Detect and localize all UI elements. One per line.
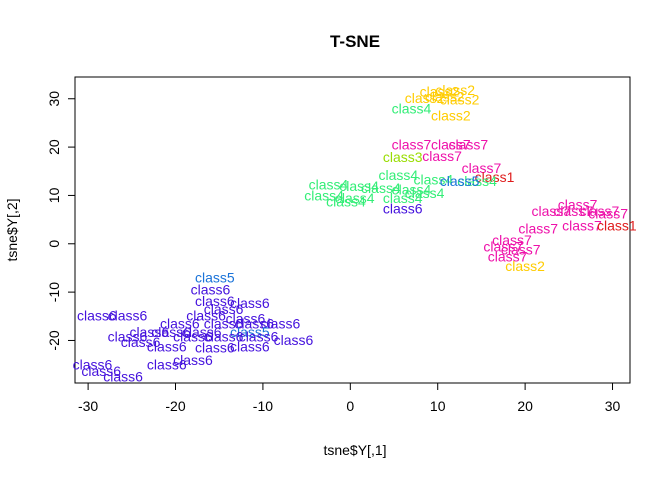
point-label-class2: class2 (505, 258, 545, 274)
point-label-class6: class6 (182, 324, 222, 340)
point-label-class6: class6 (147, 357, 187, 373)
point-label-class6: class6 (81, 363, 121, 379)
point-label-class1: class1 (475, 169, 515, 185)
point-label-class6: class6 (103, 369, 143, 385)
point-label-class7: class7 (518, 220, 558, 236)
point-label-class4: class4 (405, 185, 445, 201)
y-tick-label: 20 (46, 139, 62, 155)
point-label-class7: class7 (448, 137, 488, 153)
point-label-class2: class2 (431, 108, 471, 124)
point-label-class2: class2 (405, 90, 445, 106)
point-label-class6: class6 (151, 324, 191, 340)
point-label-class6: class6 (195, 340, 235, 356)
y-axis-label: tsne$Y[,2] (4, 198, 20, 261)
point-label-class4: class4 (335, 190, 375, 206)
y-tick-label: -20 (46, 330, 62, 350)
point-label-class6: class6 (234, 316, 274, 332)
x-tick-label: 0 (346, 398, 354, 414)
point-label-class7: class7 (422, 148, 462, 164)
point-label-class4: class4 (379, 167, 419, 183)
x-tick-label: 20 (517, 398, 533, 414)
point-label-class6: class6 (204, 329, 244, 345)
point-label-class7: class7 (558, 197, 598, 213)
y-tick-label: 10 (46, 187, 62, 203)
point-label-class6: class6 (204, 301, 244, 317)
point-label-class6: class6 (239, 329, 279, 345)
point-label-class7: class7 (562, 217, 602, 233)
point-label-class6: class6 (230, 338, 270, 354)
point-label-class4: class4 (326, 194, 366, 210)
x-tick-label: -30 (78, 398, 98, 414)
point-label-class6: class6 (160, 316, 200, 332)
point-label-class2: class2 (425, 88, 465, 104)
x-tick-label: -20 (165, 398, 185, 414)
x-axis: -30 -20 -10 0 10 20 30 (78, 382, 621, 414)
x-tick-label: 10 (430, 398, 446, 414)
points-layer: class2class2class2class2class2class2clas… (73, 82, 637, 385)
point-label-class6: class6 (230, 295, 270, 311)
y-tick-label: -10 (46, 282, 62, 302)
point-label-class5: class5 (195, 270, 235, 286)
point-label-class6: class6 (108, 329, 148, 345)
point-label-class6: class6 (121, 334, 161, 350)
point-label-class7: class7 (483, 239, 523, 255)
point-label-class5: class5 (440, 173, 480, 189)
point-label-class6: class6 (173, 352, 213, 368)
point-label-class4: class4 (392, 182, 432, 198)
point-label-class2: class2 (420, 84, 460, 100)
point-label-class6: class6 (147, 338, 187, 354)
point-label-class6: class6 (195, 293, 235, 309)
point-label-class4: class4 (457, 173, 497, 189)
point-label-class7: class7 (531, 203, 571, 219)
point-label-class4: class4 (392, 100, 432, 116)
point-label-class4: class4 (361, 180, 401, 196)
x-axis-label: tsne$Y[,1] (323, 442, 386, 458)
point-label-class2: class2 (435, 82, 475, 98)
point-label-class7: class7 (580, 203, 620, 219)
point-label-class6: class6 (226, 311, 266, 327)
point-label-class6: class6 (383, 200, 423, 216)
point-label-class7: class7 (501, 242, 541, 258)
y-axis: -20 -10 0 10 20 30 (46, 91, 76, 351)
point-label-class4: class4 (414, 171, 454, 187)
point-label-class3: class3 (383, 149, 423, 165)
point-label-class6: class6 (77, 307, 117, 323)
point-label-class6: class6 (186, 307, 226, 323)
point-label-class4: class4 (339, 178, 379, 194)
point-label-class6: class6 (108, 307, 148, 323)
point-label-class4: class4 (304, 187, 344, 203)
point-label-class6: class6 (204, 316, 244, 332)
point-label-class4: class4 (309, 176, 349, 192)
point-label-class6: class6 (173, 329, 213, 345)
point-label-class5: class5 (230, 324, 270, 340)
chart-title: T-SNE (330, 32, 380, 51)
point-label-class6: class6 (261, 316, 301, 332)
x-tick-label: 30 (605, 398, 621, 414)
point-label-class1: class1 (597, 217, 637, 233)
point-label-class7: class7 (553, 203, 593, 219)
point-label-class7: class7 (492, 232, 532, 248)
y-tick-label: 30 (46, 91, 62, 107)
point-label-class6: class6 (73, 357, 113, 373)
point-label-class6: class6 (191, 282, 231, 298)
point-label-class7: class7 (392, 137, 432, 153)
point-label-class2: class2 (440, 92, 480, 108)
point-label-class6: class6 (274, 332, 314, 348)
y-tick-label: 0 (46, 240, 62, 248)
point-label-class6: class6 (129, 324, 169, 340)
point-label-class4: class4 (383, 190, 423, 206)
point-label-class7: class7 (462, 160, 502, 176)
point-label-class7: class7 (488, 248, 528, 264)
x-tick-label: -10 (253, 398, 273, 414)
point-label-class7: class7 (588, 205, 628, 221)
point-label-class7: class7 (431, 137, 471, 153)
